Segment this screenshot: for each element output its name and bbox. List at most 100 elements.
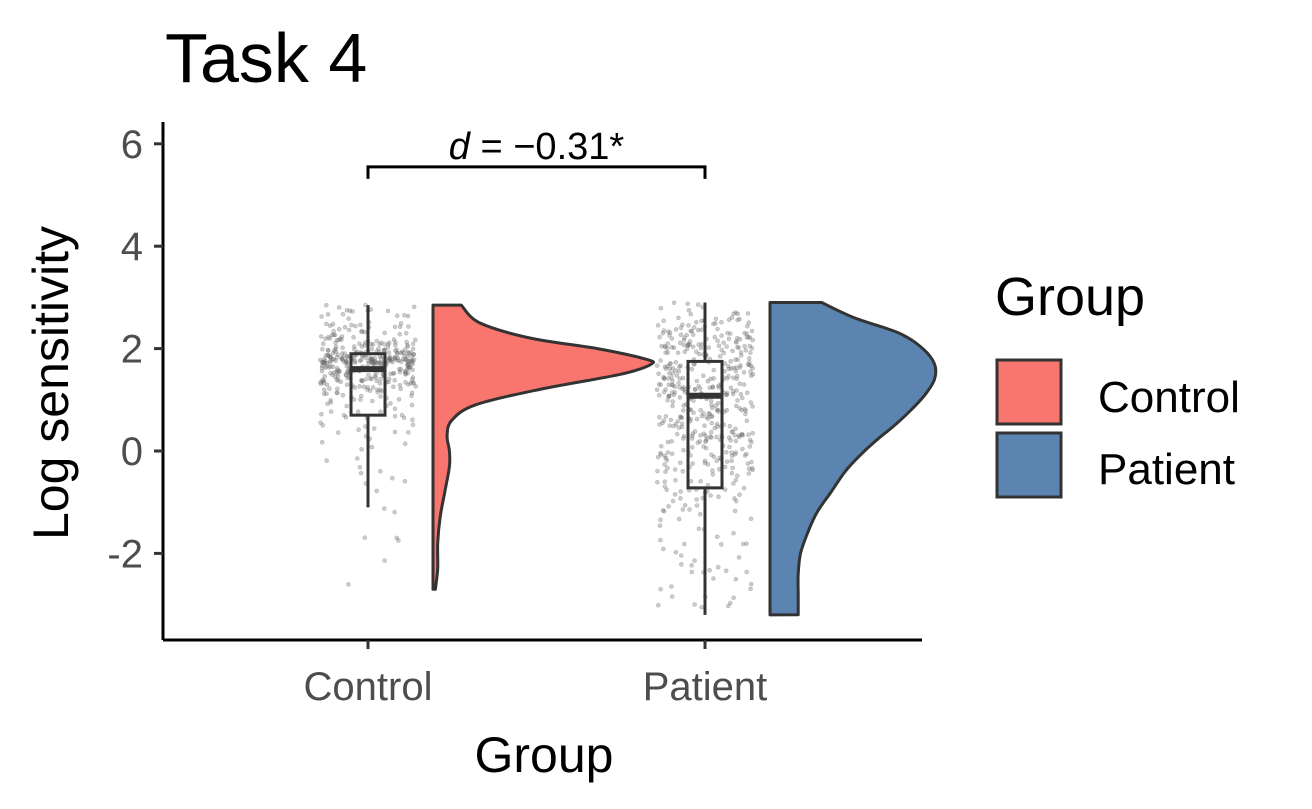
data-point bbox=[750, 467, 755, 473]
data-point bbox=[331, 370, 337, 375]
data-point bbox=[321, 378, 327, 384]
data-point bbox=[735, 357, 741, 363]
data-point bbox=[728, 438, 734, 443]
data-point bbox=[399, 359, 404, 364]
data-point bbox=[724, 459, 730, 464]
data-point bbox=[402, 369, 408, 374]
data-point bbox=[382, 558, 387, 563]
data-point bbox=[328, 409, 334, 414]
data-point bbox=[707, 385, 713, 391]
y-axis-title: Log sensitivity bbox=[23, 226, 79, 540]
data-point bbox=[715, 407, 721, 413]
data-point bbox=[729, 453, 735, 459]
data-point bbox=[671, 423, 677, 429]
data-point bbox=[386, 376, 392, 382]
data-point bbox=[715, 424, 720, 429]
data-point bbox=[398, 321, 404, 326]
data-point bbox=[695, 327, 701, 333]
data-point bbox=[386, 342, 391, 347]
data-point bbox=[339, 356, 344, 362]
data-point bbox=[679, 421, 685, 427]
data-point bbox=[410, 359, 415, 365]
data-point bbox=[732, 432, 738, 438]
data-point bbox=[681, 447, 686, 453]
data-point bbox=[729, 458, 734, 464]
data-point bbox=[663, 455, 669, 461]
data-point bbox=[699, 341, 704, 347]
data-point bbox=[328, 364, 333, 369]
data-point bbox=[711, 367, 717, 373]
data-point bbox=[338, 379, 344, 385]
data-point bbox=[344, 353, 350, 359]
data-point bbox=[402, 357, 408, 362]
data-point bbox=[372, 359, 378, 365]
data-point bbox=[680, 507, 686, 512]
data-point bbox=[681, 541, 687, 547]
data-point bbox=[352, 358, 358, 364]
data-point bbox=[702, 460, 708, 466]
data-point bbox=[402, 353, 407, 359]
data-point bbox=[321, 359, 327, 365]
data-point bbox=[387, 357, 392, 363]
data-point bbox=[344, 363, 350, 369]
data-point bbox=[385, 345, 391, 350]
data-point bbox=[671, 300, 677, 306]
data-point bbox=[669, 375, 674, 380]
data-point bbox=[371, 361, 376, 367]
data-point bbox=[408, 364, 413, 370]
data-point bbox=[729, 470, 735, 476]
data-point bbox=[392, 406, 398, 412]
data-point bbox=[698, 478, 704, 484]
data-point bbox=[372, 358, 378, 364]
data-point bbox=[660, 420, 665, 426]
data-point bbox=[387, 357, 393, 363]
data-point bbox=[672, 389, 678, 395]
data-point bbox=[333, 349, 339, 355]
data-point bbox=[657, 334, 662, 340]
data-point bbox=[321, 380, 327, 386]
data-point bbox=[713, 321, 718, 326]
data-point bbox=[330, 372, 335, 378]
data-point bbox=[692, 387, 698, 392]
data-point bbox=[330, 356, 335, 362]
data-point bbox=[670, 382, 676, 388]
data-point bbox=[358, 393, 364, 399]
data-point bbox=[741, 485, 747, 491]
data-point bbox=[665, 450, 671, 455]
data-point bbox=[739, 407, 745, 413]
data-point bbox=[358, 397, 363, 402]
data-point bbox=[331, 348, 337, 353]
data-point bbox=[661, 318, 666, 324]
data-point bbox=[397, 382, 403, 388]
data-point bbox=[746, 320, 752, 325]
x-tick-label: Control bbox=[304, 665, 433, 709]
data-point bbox=[410, 422, 416, 428]
data-point bbox=[656, 392, 662, 398]
data-point bbox=[701, 411, 706, 416]
data-point bbox=[352, 347, 357, 352]
data-point bbox=[327, 386, 332, 391]
data-point bbox=[704, 414, 709, 420]
data-point bbox=[738, 353, 744, 358]
data-point bbox=[737, 365, 743, 370]
data-point bbox=[371, 426, 377, 431]
data-point bbox=[744, 569, 750, 575]
data-point bbox=[744, 418, 750, 424]
data-point bbox=[733, 477, 739, 483]
data-point bbox=[726, 373, 731, 379]
data-point bbox=[733, 310, 739, 315]
data-point bbox=[662, 479, 668, 485]
data-point bbox=[346, 316, 352, 321]
data-point bbox=[328, 358, 333, 364]
data-point bbox=[389, 475, 395, 481]
data-point bbox=[747, 343, 753, 349]
data-point bbox=[369, 444, 375, 450]
data-point bbox=[687, 342, 692, 348]
data-point bbox=[709, 414, 714, 420]
data-point bbox=[690, 332, 696, 337]
data-point bbox=[382, 347, 388, 353]
data-point bbox=[337, 336, 343, 342]
data-point bbox=[334, 365, 340, 371]
data-point bbox=[678, 332, 684, 338]
data-point bbox=[747, 437, 753, 443]
